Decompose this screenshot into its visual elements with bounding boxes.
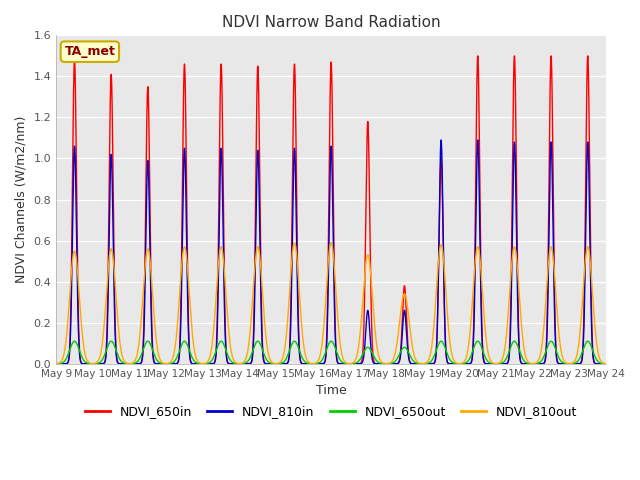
NDVI_810out — [52, 361, 60, 367]
NDVI_810in — [144, 158, 152, 164]
NDVI_650out — [144, 338, 152, 344]
NDVI_650in — [602, 361, 610, 367]
NDVI_650out — [307, 361, 315, 367]
NDVI_810in — [307, 361, 315, 367]
NDVI_650out — [602, 361, 610, 367]
NDVI_650in — [156, 361, 164, 367]
NDVI_810in — [469, 346, 477, 351]
X-axis label: Time: Time — [316, 384, 346, 397]
NDVI_810in — [437, 137, 445, 143]
NDVI_810in — [253, 193, 260, 199]
Legend: NDVI_650in, NDVI_810in, NDVI_650out, NDVI_810out: NDVI_650in, NDVI_810in, NDVI_650out, NDV… — [80, 400, 582, 423]
Line: NDVI_810in: NDVI_810in — [56, 140, 606, 364]
NDVI_650out — [365, 345, 373, 351]
NDVI_810out — [365, 257, 373, 263]
NDVI_810in — [52, 361, 60, 367]
NDVI_810in — [602, 361, 610, 367]
NDVI_650in — [469, 341, 477, 347]
NDVI_650out — [52, 361, 60, 367]
NDVI_650out — [70, 338, 78, 344]
NDVI_650out — [469, 347, 477, 353]
NDVI_810out — [291, 240, 298, 245]
NDVI_810out — [307, 360, 315, 366]
NDVI_650out — [253, 339, 260, 345]
NDVI_810in — [365, 320, 373, 325]
NDVI_810out — [156, 356, 164, 362]
Line: NDVI_650in: NDVI_650in — [56, 56, 606, 364]
NDVI_810in — [156, 361, 164, 367]
Line: NDVI_810out: NDVI_810out — [56, 242, 606, 364]
NDVI_810out — [602, 361, 610, 367]
NDVI_650out — [156, 360, 164, 366]
NDVI_810out — [253, 249, 260, 254]
NDVI_650in — [52, 361, 60, 367]
NDVI_650in — [474, 53, 481, 59]
NDVI_810out — [469, 288, 477, 294]
Text: TA_met: TA_met — [65, 45, 115, 58]
NDVI_650in — [365, 174, 373, 180]
Y-axis label: NDVI Channels (W/m2/nm): NDVI Channels (W/m2/nm) — [15, 116, 28, 283]
Title: NDVI Narrow Band Radiation: NDVI Narrow Band Radiation — [222, 15, 440, 30]
NDVI_650in — [307, 361, 315, 367]
NDVI_650in — [144, 84, 152, 90]
NDVI_650in — [253, 127, 260, 133]
Line: NDVI_650out: NDVI_650out — [56, 341, 606, 364]
NDVI_810out — [144, 246, 152, 252]
